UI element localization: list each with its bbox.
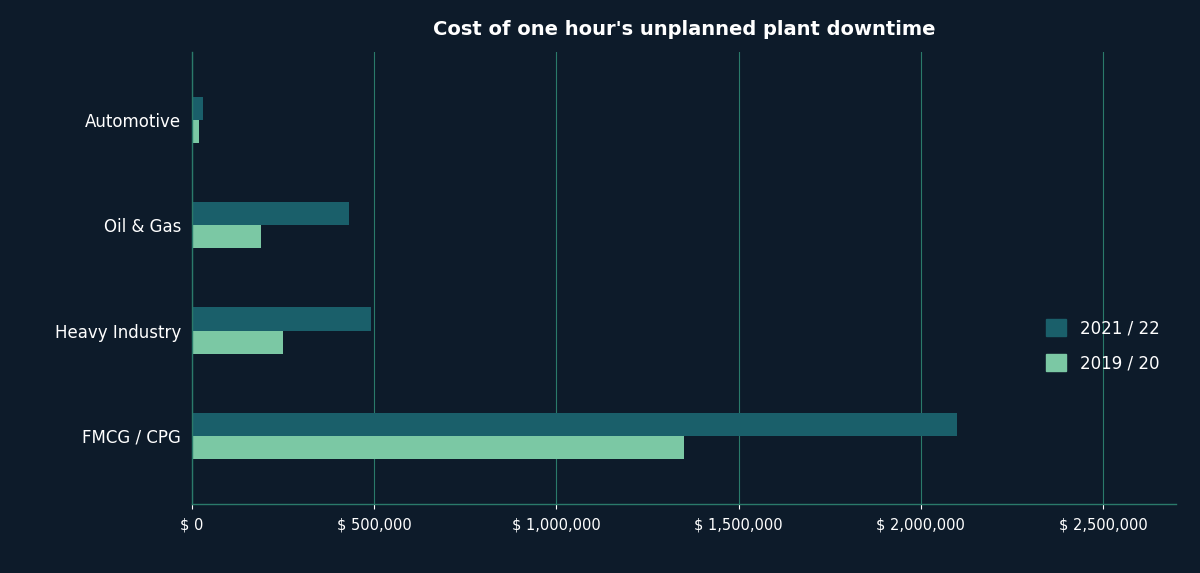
Bar	[192, 120, 199, 143]
Bar	[192, 436, 684, 459]
Bar	[192, 331, 283, 354]
Bar	[192, 202, 349, 225]
Title: Cost of one hour's unplanned plant downtime: Cost of one hour's unplanned plant downt…	[433, 20, 935, 39]
Bar	[192, 307, 371, 331]
Bar	[192, 97, 203, 120]
Bar	[192, 413, 958, 436]
Bar	[192, 225, 262, 249]
Legend: 2021 / 22, 2019 / 20: 2021 / 22, 2019 / 20	[1038, 311, 1168, 380]
